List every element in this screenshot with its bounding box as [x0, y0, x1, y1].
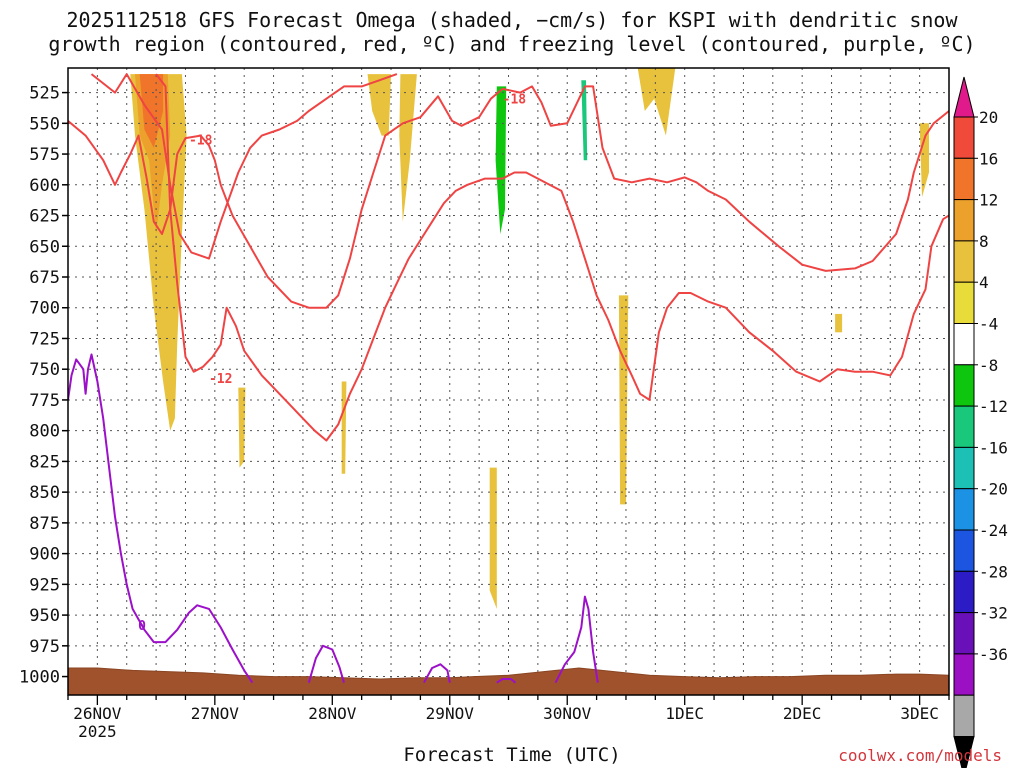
omega-region-9 — [581, 80, 588, 161]
colorbar-swatch — [953, 612, 975, 655]
x-tick-label: 27NOV — [191, 704, 240, 723]
colorbar-swatch — [953, 281, 975, 325]
omega-region-13 — [835, 313, 843, 333]
colorbar-label: -4 — [979, 315, 998, 334]
credit-link[interactable]: coolwx.com/models — [838, 746, 1002, 765]
omega-region-12 — [637, 68, 676, 136]
y-tick-label: 525 — [29, 84, 60, 104]
x-tick-label: 29NOV — [426, 704, 475, 723]
omega-region-11 — [618, 295, 629, 505]
chart-title-line2: growth region (contoured, red, ºC) and f… — [48, 32, 976, 56]
y-tick-label: 975 — [29, 637, 60, 657]
freezing-contour-0 — [68, 353, 254, 684]
omega-region-10 — [489, 467, 497, 609]
dgz-contour-1 — [90, 73, 398, 260]
omega-region-5 — [470, 74, 523, 505]
x-tick-label: 1DEC — [665, 704, 704, 723]
x-axis-label: Forecast Time (UTC) — [403, 744, 621, 766]
colorbar-label: 12 — [979, 191, 998, 210]
colorbar-label: 16 — [979, 149, 998, 168]
colorbar-swatch — [953, 570, 975, 614]
y-tick-label: 1000 — [19, 668, 60, 688]
dgz-contour-label: -12 — [209, 372, 232, 387]
omega-region-6 — [508, 160, 574, 585]
x-tick-label: 26NOV — [73, 704, 122, 723]
colorbar-swatch — [953, 199, 975, 242]
y-tick-label: 700 — [29, 299, 60, 319]
freezing-contour-2 — [423, 663, 451, 684]
freezing-contour-1 — [307, 644, 345, 683]
y-tick-label: 675 — [29, 268, 60, 288]
freezing-contour-4 — [554, 595, 599, 684]
y-tick-label: 625 — [29, 207, 60, 227]
colorbar-label: 20 — [979, 108, 998, 127]
dgz-contour-label: -18 — [189, 133, 213, 148]
colorbar-label: -16 — [979, 438, 1008, 457]
omega-region-15 — [238, 387, 246, 468]
colorbar-label: -32 — [979, 604, 1008, 623]
y-tick-label: 775 — [29, 391, 60, 411]
colorbar-label: -24 — [979, 521, 1008, 540]
y-tick-label: 550 — [29, 114, 60, 134]
colorbar-swatch — [953, 157, 975, 201]
y-tick-label: 925 — [29, 575, 60, 595]
freezing-contour-3 — [496, 678, 517, 684]
y-tick-label: 575 — [29, 145, 60, 165]
colorbar-swatch — [953, 116, 975, 159]
x-tick-sublabel: 2025 — [78, 722, 117, 741]
y-tick-label: 800 — [29, 422, 60, 442]
y-tick-label: 850 — [29, 483, 60, 503]
y-tick-label: 600 — [29, 176, 60, 196]
omega-region-3 — [367, 74, 391, 136]
colorbar-swatch — [953, 529, 975, 572]
chart-title-line1: 2025112518 GFS Forecast Omega (shaded, −… — [66, 8, 958, 32]
colorbar-swatch — [953, 240, 975, 283]
colorbar-label: -20 — [979, 480, 1008, 499]
dgz-contour-0 — [68, 85, 949, 309]
dgz-contour-2 — [155, 73, 949, 442]
x-tick-label: 2DEC — [783, 704, 822, 723]
colorbar-label: 4 — [979, 273, 989, 292]
omega-region-14 — [919, 123, 929, 198]
y-tick-label: 650 — [29, 237, 60, 257]
colorbar-top-triangle — [953, 76, 975, 118]
y-tick-label: 900 — [29, 545, 60, 565]
x-tick-label: 3DEC — [900, 704, 939, 723]
colorbar-swatch — [953, 488, 975, 531]
y-tick-label: 725 — [29, 329, 60, 349]
x-tick-label: 30NOV — [543, 704, 592, 723]
colorbar-swatch — [953, 323, 975, 366]
colorbar-swatch — [953, 694, 975, 738]
y-tick-label: 750 — [29, 360, 60, 380]
freezing-contour-label: 0 — [138, 619, 146, 634]
colorbar-swatch — [953, 653, 975, 696]
y-tick-label: 950 — [29, 606, 60, 626]
colorbar-swatch — [953, 405, 975, 448]
omega-region-4 — [399, 74, 417, 222]
y-tick-label: 825 — [29, 452, 60, 472]
colorbar-label: -36 — [979, 645, 1008, 664]
colorbar-swatch — [953, 364, 975, 407]
x-tick-label: 28NOV — [308, 704, 357, 723]
colorbar-label: -12 — [979, 397, 1008, 416]
dgz-contour-label: -18 — [503, 93, 527, 108]
colorbar-bottom-triangle — [953, 736, 975, 768]
y-tick-label: 875 — [29, 514, 60, 534]
colorbar-label: -8 — [979, 356, 998, 375]
colorbar-label: -28 — [979, 562, 1008, 581]
colorbar-label: 8 — [979, 232, 989, 251]
colorbar-swatch — [953, 446, 975, 490]
